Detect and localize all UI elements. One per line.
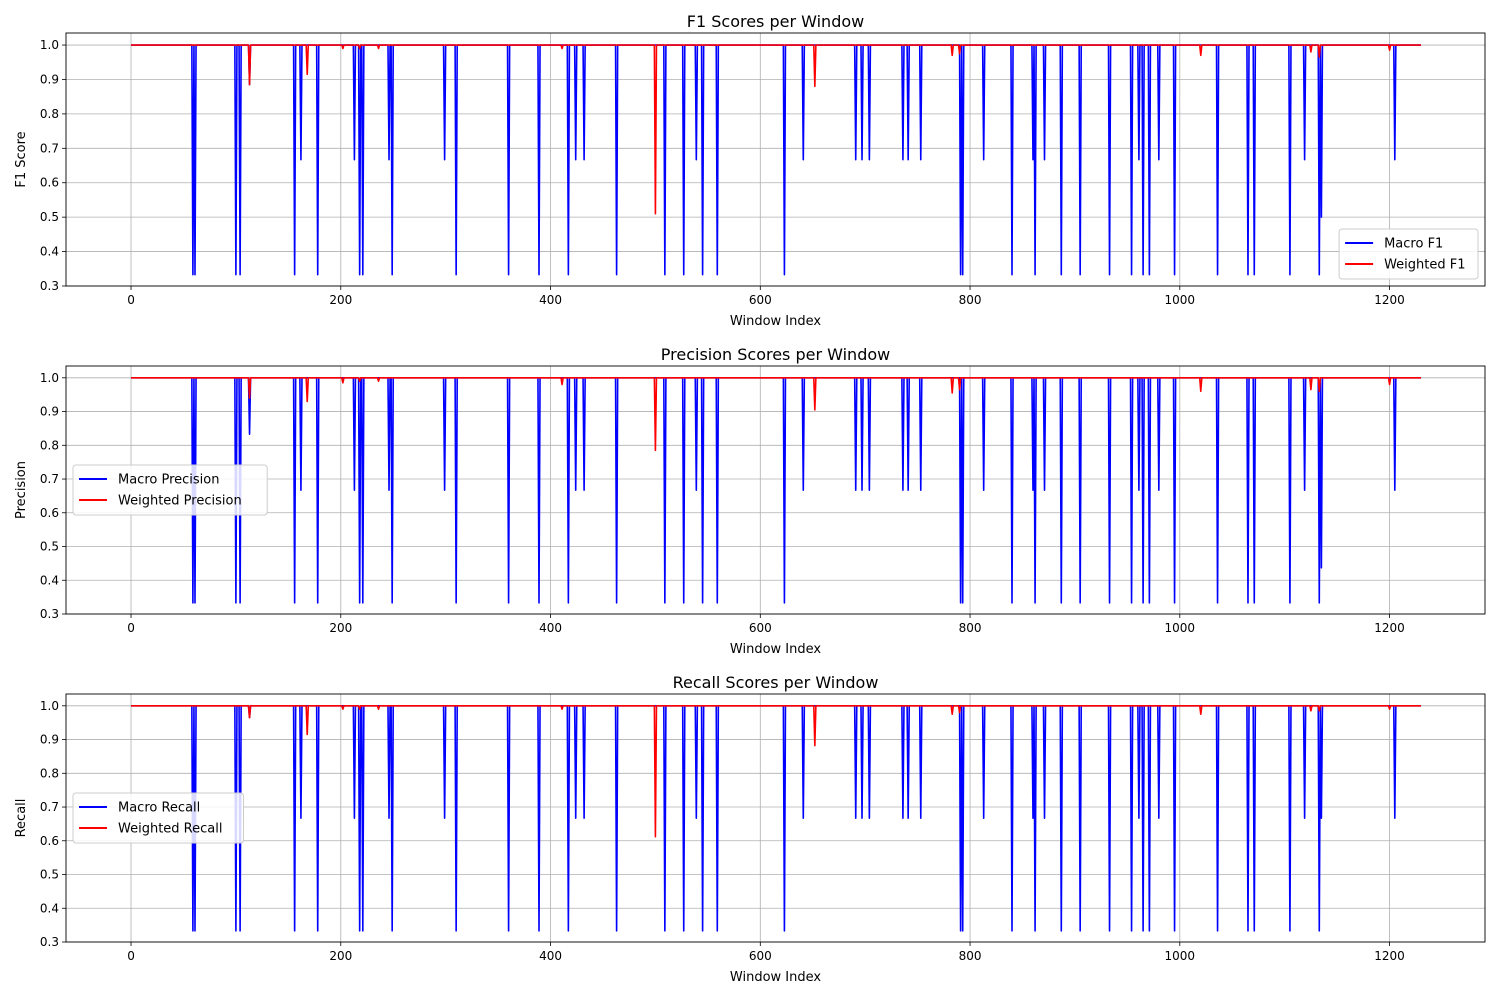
legend: Macro Precision Weighted Precision xyxy=(72,464,268,516)
series-line-weighted xyxy=(131,705,1422,838)
x-tick-label: 200 xyxy=(329,949,352,963)
x-tick-label: 1200 xyxy=(1374,621,1405,635)
y-axis-label: Precision xyxy=(14,461,29,519)
y-tick-label: 0.4 xyxy=(40,573,59,587)
legend: Macro F1 Weighted F1 xyxy=(1338,228,1479,280)
y-tick-label: 0.6 xyxy=(40,506,59,520)
x-tick-label: 0 xyxy=(127,621,135,635)
y-tick-label: 0.5 xyxy=(40,210,59,224)
grid xyxy=(66,694,1485,943)
panel-1: 0 200 400 600 800 1000 1200 0.3 0.4 0.5 0.6 0.7 0.8 0… xyxy=(14,12,1486,329)
axes-frame xyxy=(65,32,1486,287)
x-tick-label: 200 xyxy=(329,621,352,635)
y-tick-label: 0.5 xyxy=(40,868,59,882)
legend-label: Weighted F1 xyxy=(1384,258,1465,273)
series-line-weighted xyxy=(131,44,1422,215)
x-tick-label: 1200 xyxy=(1374,949,1405,963)
y-tick-label: 0.3 xyxy=(40,279,59,293)
x-tick-label: 200 xyxy=(329,293,352,307)
x-tick-label: 400 xyxy=(539,949,562,963)
y-tick-label: 0.7 xyxy=(40,472,59,486)
legend: Macro Recall Weighted Recall xyxy=(72,792,244,844)
x-tick-label: 800 xyxy=(959,293,982,307)
panel-2: 0 200 400 600 800 1000 1200 0.3 0.4 0.5 0.6 0.7 0.8 0… xyxy=(14,345,1486,657)
legend-label: Macro Precision xyxy=(118,473,219,488)
y-tick-label: 0.3 xyxy=(40,607,59,621)
y-axis-label: F1 Score xyxy=(14,131,29,187)
chart-title: Recall Scores per Window xyxy=(673,673,879,692)
y-tick-label: 0.9 xyxy=(40,733,59,747)
y-tick-label: 1.0 xyxy=(40,371,59,385)
x-tick-label: 600 xyxy=(749,293,772,307)
x-tick-label: 1000 xyxy=(1165,621,1196,635)
y-tick-label: 0.9 xyxy=(40,405,59,419)
x-axis-label: Window Index xyxy=(730,642,821,657)
x-tick-label: 1000 xyxy=(1165,293,1196,307)
y-tick-label: 0.8 xyxy=(40,438,59,452)
legend-label: Macro Recall xyxy=(118,801,200,816)
legend-box xyxy=(1338,228,1479,280)
x-axis-label: Window Index xyxy=(730,314,821,329)
grid xyxy=(66,366,1485,615)
x-tick-label: 0 xyxy=(127,293,135,307)
legend-label: Weighted Precision xyxy=(118,494,242,509)
panel-3: 0 200 400 600 800 1000 1200 0.3 0.4 0.5 0.6 0.7 0.8 0… xyxy=(14,673,1486,985)
legend-label: Weighted Recall xyxy=(118,822,222,837)
x-axis-label: Window Index xyxy=(730,970,821,985)
x-tick-label: 600 xyxy=(749,949,772,963)
series-line-weighted xyxy=(131,377,1422,452)
y-tick-label: 0.5 xyxy=(40,540,59,554)
y-tick-label: 0.9 xyxy=(40,72,59,86)
x-tick-label: 1000 xyxy=(1165,949,1196,963)
chart-title: F1 Scores per Window xyxy=(687,12,864,31)
series-line-macro xyxy=(131,377,1422,604)
legend-box xyxy=(72,464,268,516)
y-tick-label: 0.8 xyxy=(40,107,59,121)
legend-box xyxy=(72,792,244,844)
axes-frame xyxy=(65,693,1486,943)
y-tick-label: 1.0 xyxy=(40,38,59,52)
x-tick-label: 600 xyxy=(749,621,772,635)
y-axis-label: Recall xyxy=(14,799,29,838)
chart-title: Precision Scores per Window xyxy=(661,345,890,364)
y-tick-label: 0.7 xyxy=(40,800,59,814)
x-tick-label: 400 xyxy=(539,621,562,635)
y-tick-label: 0.8 xyxy=(40,766,59,780)
y-tick-label: 0.6 xyxy=(40,834,59,848)
x-tick-label: 0 xyxy=(127,949,135,963)
y-tick-label: 0.6 xyxy=(40,176,59,190)
series-line-macro xyxy=(131,705,1422,932)
legend-label: Macro F1 xyxy=(1384,237,1443,252)
series-line-macro xyxy=(131,44,1422,276)
x-tick-label: 800 xyxy=(959,949,982,963)
y-tick-label: 1.0 xyxy=(40,699,59,713)
x-tick-label: 800 xyxy=(959,621,982,635)
x-tick-label: 1200 xyxy=(1374,293,1405,307)
axes-frame xyxy=(65,365,1486,615)
x-tick-label: 400 xyxy=(539,293,562,307)
y-tick-label: 0.4 xyxy=(40,901,59,915)
y-tick-label: 0.7 xyxy=(40,141,59,155)
y-tick-label: 0.4 xyxy=(40,245,59,259)
y-tick-label: 0.3 xyxy=(40,935,59,949)
grid xyxy=(66,33,1485,287)
